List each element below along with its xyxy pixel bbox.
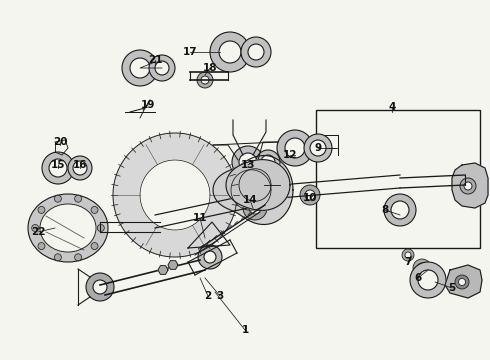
Text: 20: 20 xyxy=(53,137,67,147)
Circle shape xyxy=(93,280,107,294)
Circle shape xyxy=(197,72,213,88)
Circle shape xyxy=(210,32,250,72)
Circle shape xyxy=(310,140,326,156)
Circle shape xyxy=(74,254,82,261)
Circle shape xyxy=(300,185,320,205)
Polygon shape xyxy=(226,159,290,210)
Circle shape xyxy=(405,252,411,258)
Text: 1: 1 xyxy=(242,325,248,335)
Circle shape xyxy=(241,37,271,67)
Circle shape xyxy=(248,44,264,60)
Text: 22: 22 xyxy=(31,227,45,237)
Polygon shape xyxy=(140,160,210,230)
Circle shape xyxy=(98,225,104,231)
Polygon shape xyxy=(213,156,293,225)
Circle shape xyxy=(239,153,257,171)
Circle shape xyxy=(285,138,305,158)
Circle shape xyxy=(86,273,114,301)
Text: 3: 3 xyxy=(217,291,223,301)
Circle shape xyxy=(464,182,472,190)
Circle shape xyxy=(49,159,67,177)
Text: 2: 2 xyxy=(204,291,212,301)
Circle shape xyxy=(410,262,446,298)
Circle shape xyxy=(261,155,275,169)
Circle shape xyxy=(305,190,315,200)
Text: 17: 17 xyxy=(183,47,197,57)
Ellipse shape xyxy=(28,194,108,262)
Polygon shape xyxy=(168,261,178,269)
Circle shape xyxy=(42,152,74,184)
Circle shape xyxy=(68,156,92,180)
Text: 8: 8 xyxy=(381,205,389,215)
Circle shape xyxy=(391,201,409,219)
Circle shape xyxy=(54,254,61,261)
Circle shape xyxy=(460,178,476,194)
Circle shape xyxy=(204,251,216,263)
Text: 6: 6 xyxy=(415,273,421,283)
Text: 21: 21 xyxy=(148,55,162,65)
Text: 15: 15 xyxy=(51,160,65,170)
Circle shape xyxy=(256,150,280,174)
Polygon shape xyxy=(452,163,488,208)
Polygon shape xyxy=(113,133,237,257)
Bar xyxy=(316,110,480,248)
Text: 11: 11 xyxy=(193,213,207,223)
Circle shape xyxy=(459,279,466,285)
Polygon shape xyxy=(158,266,168,274)
Circle shape xyxy=(198,245,222,269)
Circle shape xyxy=(243,196,267,220)
Text: 12: 12 xyxy=(283,150,297,160)
Circle shape xyxy=(149,55,175,81)
Circle shape xyxy=(130,58,150,78)
Circle shape xyxy=(455,275,469,289)
Text: 5: 5 xyxy=(448,283,456,293)
Circle shape xyxy=(54,195,61,202)
Text: 13: 13 xyxy=(241,160,255,170)
Polygon shape xyxy=(445,265,482,298)
Ellipse shape xyxy=(40,204,96,252)
Circle shape xyxy=(384,194,416,226)
Text: 10: 10 xyxy=(303,193,317,203)
Circle shape xyxy=(417,263,427,273)
Text: 14: 14 xyxy=(243,195,257,205)
Circle shape xyxy=(219,41,241,63)
Circle shape xyxy=(232,146,264,178)
Text: 7: 7 xyxy=(404,257,412,267)
Circle shape xyxy=(249,202,261,214)
Circle shape xyxy=(201,76,209,84)
Circle shape xyxy=(277,130,313,166)
Circle shape xyxy=(32,225,39,231)
Circle shape xyxy=(418,270,438,290)
Circle shape xyxy=(402,249,414,261)
Circle shape xyxy=(413,259,431,277)
Circle shape xyxy=(304,134,332,162)
Circle shape xyxy=(91,243,98,249)
Text: 9: 9 xyxy=(315,143,321,153)
Circle shape xyxy=(74,195,82,202)
Text: 19: 19 xyxy=(141,100,155,110)
Text: 18: 18 xyxy=(203,63,217,73)
Circle shape xyxy=(38,243,45,249)
Circle shape xyxy=(91,206,98,213)
Circle shape xyxy=(38,206,45,213)
Circle shape xyxy=(122,50,158,86)
Text: 16: 16 xyxy=(73,160,87,170)
Text: 4: 4 xyxy=(388,102,396,112)
Circle shape xyxy=(73,161,87,175)
Circle shape xyxy=(155,61,169,75)
